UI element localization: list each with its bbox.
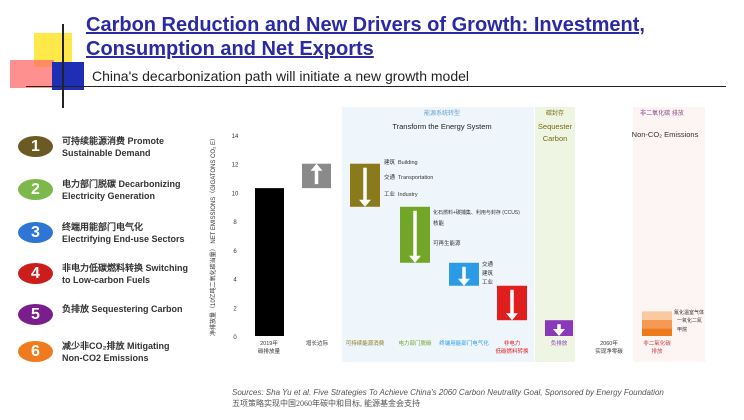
y-tick-label: 2 <box>233 306 237 312</box>
x-tick-label: 负排放 <box>551 339 568 347</box>
arrow-head-low-carbon-fuels <box>506 313 518 321</box>
step-label: 电力部门脱碳 Decarbonizing Electricity Generati… <box>62 178 232 202</box>
step-number-badge: 6 <box>18 341 53 362</box>
bar-baseline-2019 <box>255 188 284 336</box>
annot-building-zh: 建筑 <box>384 158 396 166</box>
step-label-zh: 终端用能部门电气化 <box>62 222 144 232</box>
step-number-badge: 1 <box>18 136 53 157</box>
bar-nonco2-fgas <box>642 311 672 321</box>
step-label-en1: Promote <box>127 136 165 146</box>
annot-fgas: 氟化温室气体 <box>674 309 704 316</box>
section-sequester-zh: 碳封存 <box>546 109 564 117</box>
annot-transport-en: Transportation <box>398 175 433 181</box>
arrow-head-power-decarbonization <box>409 255 421 263</box>
step-label: 终端用能部门电气化 Electrifying End-use Sectors <box>62 221 232 245</box>
step-label-en2: Electricity Generation <box>62 191 156 201</box>
section-sequester-en1: Sequester <box>538 122 573 131</box>
x-tick-label: 电力部门脱碳 <box>398 339 432 347</box>
annot-transport2: 交通 <box>482 260 494 268</box>
deco-blue-square <box>52 62 84 90</box>
annot-industry-zh: 工业 <box>384 190 396 198</box>
x-tick-label: 实现净零碳 <box>595 347 623 355</box>
section-nonco2-en: Non-CO₂ Emissions <box>632 130 699 139</box>
arrow-head-sustainable-demand <box>359 199 371 207</box>
x-tick-label: 非电力 <box>504 339 521 347</box>
x-tick-label: 2060年 <box>600 339 618 347</box>
step-label-en2: Non-CO2 Emissions <box>62 353 149 363</box>
annot-building-en: Building <box>398 160 418 166</box>
step-number-badge: 4 <box>18 263 53 284</box>
step-label-en2: Electrifying End-use Sectors <box>62 234 185 244</box>
step-label-en1: Switching <box>145 263 189 273</box>
x-tick-label: 2019年 <box>260 339 278 347</box>
y-tick-label: 0 <box>233 335 237 341</box>
step-label-zh: 电力部门脱碳 <box>62 179 117 189</box>
annot-transport-zh: 交通 <box>384 173 396 181</box>
annot-n2o: 一氧化二氮 <box>677 317 702 324</box>
step-label-en1: Mitigating <box>127 341 170 351</box>
step-label-zh: 减少非CO₂排放 <box>62 341 125 351</box>
arrow-head-negative-emissions <box>553 329 565 336</box>
y-tick-label: 14 <box>232 134 239 140</box>
step-label: 负排放 Sequestering Carbon <box>62 303 232 315</box>
deco-pink-square <box>10 60 54 88</box>
deco-vertical-line <box>62 24 64 108</box>
step-number-badge: 3 <box>18 222 53 243</box>
annot-building2: 建筑 <box>482 269 494 277</box>
arrow-head-growth <box>310 163 323 171</box>
x-tick-label: 终端用能部门电气化 <box>439 339 489 347</box>
y-tick-label: 6 <box>233 249 237 255</box>
annot-renewable: 可再生能源 <box>433 239 461 247</box>
deco-horizontal-line <box>26 86 726 87</box>
annot-industry-en: Industry <box>398 192 418 198</box>
page-title: Carbon Reduction and New Drivers of Grow… <box>86 14 645 60</box>
step-label: 非电力低碳燃料转换 Switching to Low-carbon Fuels <box>62 262 232 286</box>
x-tick-label: 低碳燃料转换 <box>495 347 529 355</box>
arrow-head-end-use-electrification <box>458 278 470 286</box>
section-panel-energy <box>342 107 534 362</box>
annot-nuclear: 核能 <box>433 219 445 227</box>
page-subtitle: China's decarbonization path will initia… <box>92 68 469 84</box>
step-label: 减少非CO₂排放 Mitigating Non-CO2 Emissions <box>62 340 232 364</box>
section-energy-en: Transform the Energy System <box>392 122 491 131</box>
annot-methane: 甲烷 <box>677 326 687 333</box>
waterfall-chart: 能源系统转型 Transform the Energy System 碳封存 Sequ… <box>209 107 705 362</box>
step-number-badge: 2 <box>18 179 53 200</box>
step-label: 可持续能源消费 Promote Sustainable Demand <box>62 135 232 159</box>
y-tick-label: 12 <box>232 163 239 169</box>
step-label-en2: to Low-carbon Fuels <box>62 275 151 285</box>
y-tick-label: 8 <box>233 220 237 226</box>
section-energy-zh: 能源系统转型 <box>424 109 460 117</box>
section-panel-sequester <box>535 107 575 362</box>
bar-nonco2-n2o <box>642 320 672 329</box>
section-sequester-en2: Carbon <box>543 134 568 143</box>
step-number-badge: 5 <box>18 304 53 325</box>
step-label-zh: 可持续能源消费 <box>62 136 126 146</box>
source-citation-zh: 五项策略实现中国2060年碳中和目标, 能源基金会支持 <box>232 399 420 408</box>
x-tick-label: 可持续能源消费 <box>346 339 385 347</box>
section-nonco2-zh: 非二氧化碳 排放 <box>640 109 684 117</box>
x-tick-label: 碳排放量 <box>258 347 281 355</box>
step-label-en1: Decarbonizing <box>118 179 181 189</box>
step-label-en2: Sustainable Demand <box>62 148 151 158</box>
y-tick-label: 4 <box>233 278 237 284</box>
x-tick-label-nonco2: 排放 <box>651 347 663 355</box>
annot-industry2: 工业 <box>482 278 494 286</box>
step-label-zh: 非电力低碳燃料转换 <box>62 263 144 273</box>
source-citation: Sources: Sha Yu et al. Five Strategies T… <box>232 388 664 397</box>
y-axis-label: 净排放量（10亿吨二氧化碳当量） NET EMISSIONS（GIGATONS … <box>209 135 217 336</box>
step-label-en1: Sequestering Carbon <box>91 304 183 314</box>
annot-ccus: 化石燃料+碳捕集、利用与封存 (CCUS) <box>433 209 520 216</box>
bar-nonco2-methane <box>642 328 672 336</box>
step-label-zh: 负排放 <box>62 304 90 314</box>
y-tick-label: 10 <box>232 191 239 197</box>
x-tick-label-nonco2: 非二氧化碳 <box>643 339 671 347</box>
x-tick-label: 增长边际 <box>306 339 329 347</box>
